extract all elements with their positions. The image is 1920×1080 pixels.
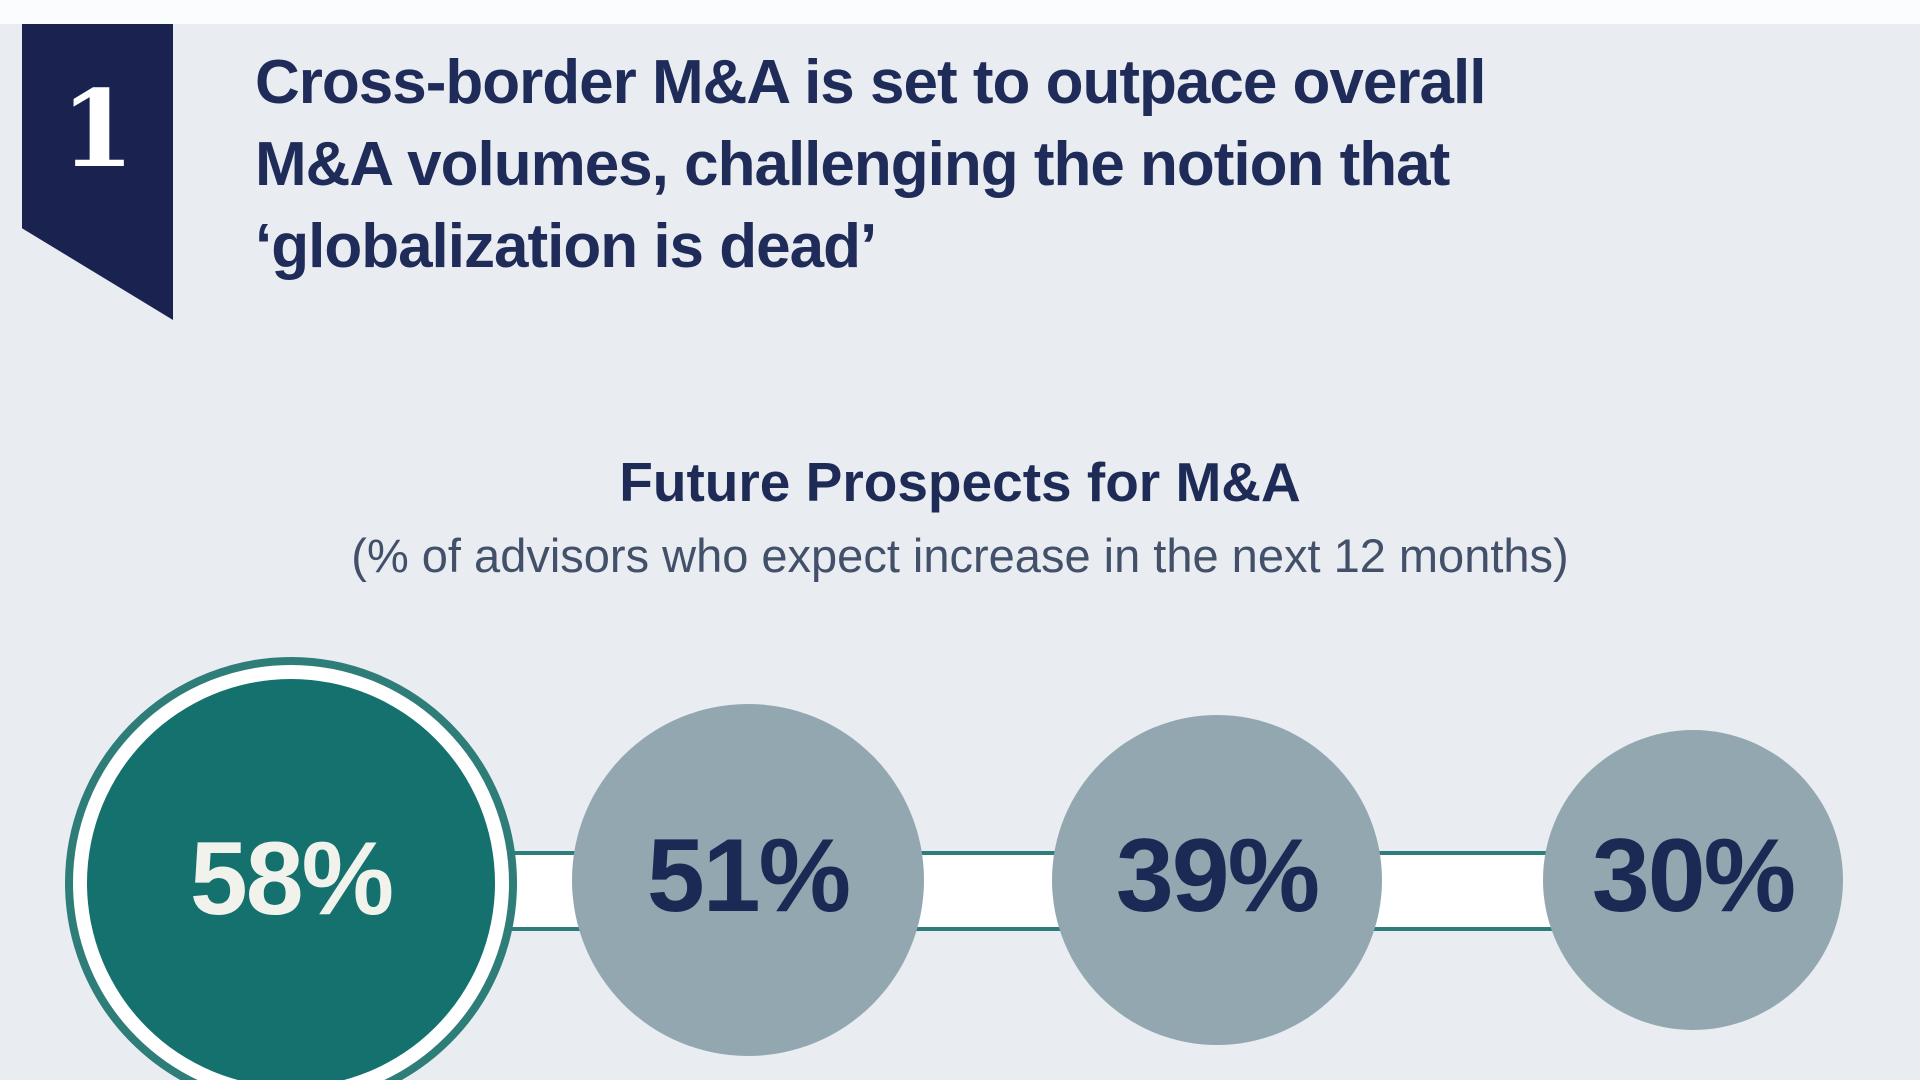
chart-subtitle: (% of advisors who expect increase in th… xyxy=(351,529,1569,582)
data-circle-4: 30% xyxy=(1543,730,1843,1030)
section-number: 1 xyxy=(60,66,135,191)
heading-line-2: M&A volumes, challenging the notion that xyxy=(255,130,1450,199)
data-circle-3: 39% xyxy=(1052,715,1382,1045)
data-circle-2: 51% xyxy=(572,704,924,1056)
data-label-3: 39% xyxy=(1115,817,1320,934)
section-heading: Cross-border M&A is set to outpace overa… xyxy=(255,42,1815,288)
section-number-ribbon: 1 xyxy=(22,24,173,320)
data-circle-1-highlight: 58% xyxy=(87,679,495,1080)
data-label-2: 51% xyxy=(646,817,851,934)
data-label-1: 58% xyxy=(189,820,394,937)
heading-line-1: Cross-border M&A is set to outpace overa… xyxy=(255,48,1486,117)
chart-title: Future Prospects for M&A xyxy=(619,451,1301,513)
circle-connector-band xyxy=(291,851,1693,931)
top-strip xyxy=(0,0,1920,24)
heading-line-3: ‘globalization is dead’ xyxy=(255,212,877,281)
data-label-4: 30% xyxy=(1591,817,1796,934)
